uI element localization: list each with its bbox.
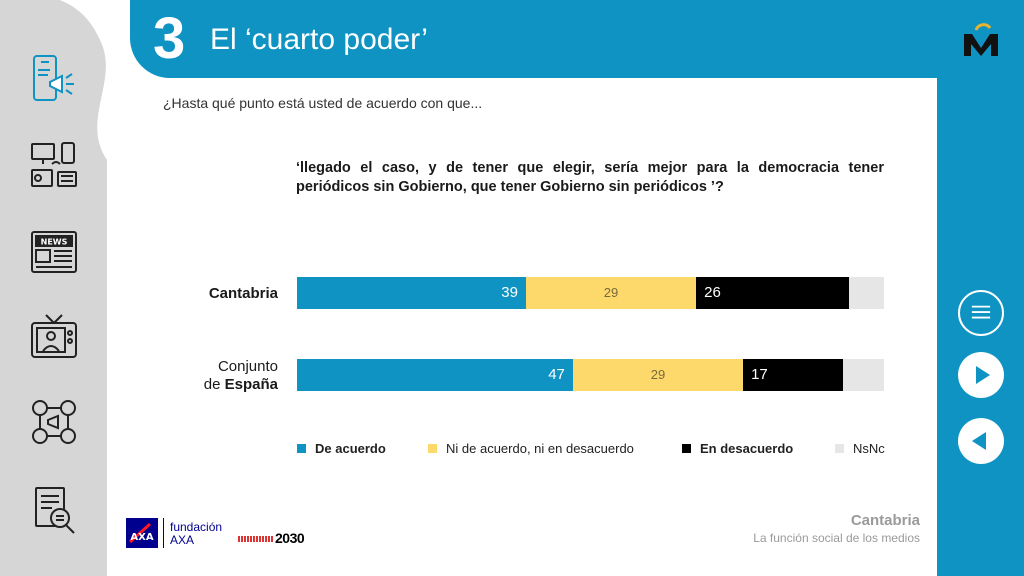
m-logo-icon	[964, 23, 998, 56]
devices-icon[interactable]	[28, 140, 80, 192]
menu-button[interactable]	[958, 290, 1004, 336]
legend: De acuerdo Ni de acuerdo, ni en desacuerd…	[297, 441, 887, 457]
fundacion-axa-text: fundación AXA	[170, 520, 223, 547]
social-media-icon[interactable]	[28, 396, 80, 448]
tv-presenter-icon[interactable]	[28, 311, 80, 363]
axa-logo-icon: AXA	[126, 518, 158, 548]
legend-label: De acuerdo	[315, 441, 386, 456]
page-title: El ‘cuarto poder’	[210, 23, 428, 56]
legend-label: Ni de acuerdo, ni en desacuerdo	[446, 441, 634, 456]
bar-segment-en-desacuerdo: 26	[696, 277, 849, 309]
bar-segment-nsnc	[842, 359, 884, 391]
legend-label: En desacuerdo	[700, 441, 794, 456]
section-number: 3	[153, 6, 186, 71]
legend-label: NsNc	[853, 441, 885, 456]
data-label-ni-de-acuerdo: 29	[603, 285, 619, 300]
data-label-de-acuerdo: 39	[501, 284, 518, 301]
legend-item-ni-de-acuerdo: Ni de acuerdo, ni en desacuerdo	[428, 441, 634, 456]
menu-icon	[971, 305, 991, 319]
bar-espana: 47 29 17	[297, 359, 884, 391]
bar-segment-ni-de-acuerdo: 29	[525, 277, 697, 309]
bar-segment-nsnc	[848, 277, 884, 309]
sidebar	[0, 0, 107, 576]
right-rail	[937, 0, 1024, 576]
svg-text:AXA: AXA	[130, 532, 153, 543]
legend-swatch	[428, 444, 437, 453]
category-label-cantabria: Cantabria	[208, 285, 278, 302]
footer-subtitle: La función social de los medios	[753, 531, 920, 545]
bar-cantabria: 39 29 26	[297, 277, 884, 309]
legend-item-en-desacuerdo: En desacuerdo	[682, 441, 793, 456]
logo-2030: 2030	[238, 530, 305, 546]
footer-region: Cantabria	[850, 512, 920, 529]
svg-text:NEWS: NEWS	[41, 238, 68, 247]
bar-segment-en-desacuerdo: 17	[743, 359, 843, 391]
legend-swatch	[682, 444, 691, 453]
legend-swatch	[835, 444, 844, 453]
axa-divider	[163, 518, 164, 548]
bar-segment-de-acuerdo: 39	[297, 277, 526, 309]
bar-segment-ni-de-acuerdo: 29	[572, 359, 744, 391]
question-intro: ¿Hasta qué punto está usted de acuerdo c…	[163, 95, 483, 111]
previous-button[interactable]	[958, 418, 1004, 464]
data-label-de-acuerdo: 47	[548, 366, 565, 383]
next-button[interactable]	[958, 352, 1004, 398]
previous-icon	[972, 432, 986, 450]
legend-swatch	[297, 444, 306, 453]
legend-item-de-acuerdo: De acuerdo	[297, 441, 386, 456]
category-label-espana: Conjunto de España	[203, 358, 278, 393]
next-icon	[976, 366, 990, 384]
data-label-en-desacuerdo: 26	[704, 284, 721, 301]
header-band	[130, 0, 1024, 78]
bar-segment-de-acuerdo: 47	[297, 359, 573, 391]
legend-item-nsnc: NsNc	[835, 441, 885, 456]
data-label-ni-de-acuerdo: 29	[650, 367, 666, 382]
data-label-en-desacuerdo: 17	[751, 366, 768, 383]
question-text: ‘llegado el caso, y de tener que elegir,…	[296, 160, 884, 195]
smartphone-megaphone-icon[interactable]	[28, 52, 80, 104]
document-search-icon[interactable]	[28, 484, 80, 536]
newspaper-icon[interactable]: NEWS	[28, 226, 80, 278]
